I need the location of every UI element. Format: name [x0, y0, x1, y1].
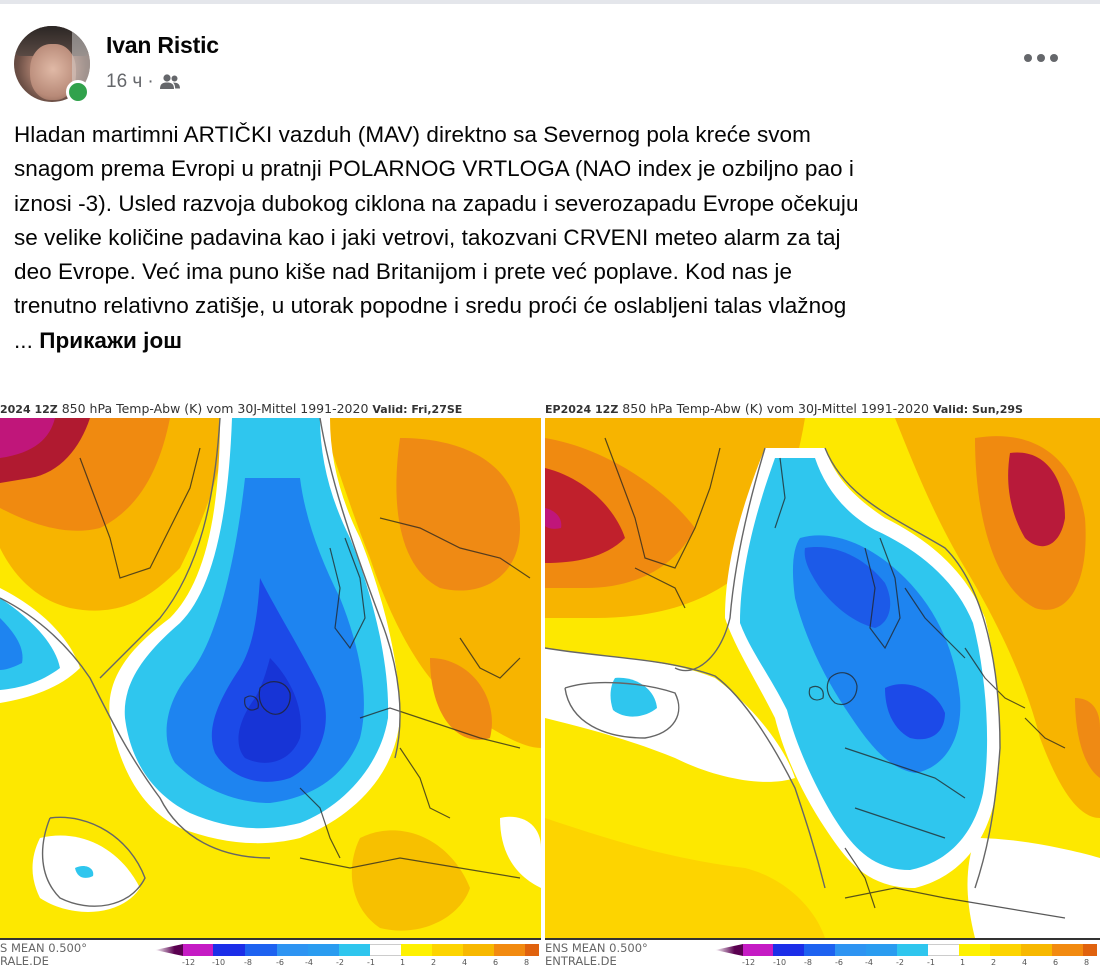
legend-tick: -4: [305, 958, 313, 966]
more-options-icon-dot: [1050, 54, 1058, 62]
ens-info: S MEAN 0.500° RALE.DE: [0, 941, 87, 967]
weather-map-right[interactable]: EP2024 12Z 850 hPa Temp-Abw (K) vom 30J-…: [545, 400, 1100, 966]
map-title: 850 hPa Temp-Abw (K) vom 30J-Mittel 1991…: [57, 401, 373, 416]
map-valid: Valid: Sun,29S: [932, 403, 1023, 416]
legend-swatch: [773, 944, 804, 956]
legend-tick: -8: [804, 958, 812, 966]
temperature-anomaly-field: [0, 418, 541, 938]
legend-swatch: [463, 944, 494, 956]
legend-swatch: [432, 944, 463, 956]
legend-tick: 8: [1084, 958, 1090, 966]
more-options-icon: [1024, 54, 1032, 62]
legend-swatch: [959, 944, 990, 956]
see-more-link[interactable]: Прикажи још: [39, 327, 183, 353]
legend-tick: 4: [1022, 958, 1028, 966]
color-legend: [715, 944, 1097, 956]
color-legend: [155, 944, 539, 956]
map-header: EP2024 12Z 850 hPa Temp-Abw (K) vom 30J-…: [545, 400, 1100, 418]
author-name[interactable]: Ivan Ristic: [106, 32, 219, 58]
ens-mean-label: S MEAN 0.500°: [0, 941, 87, 955]
legend-swatch: [804, 944, 835, 956]
legend-tick: 8: [524, 958, 530, 966]
legend-swatch: [835, 944, 866, 956]
legend-tick: -2: [336, 958, 344, 966]
more-options-icon-dot: [1037, 54, 1045, 62]
legend-tick: -8: [244, 958, 252, 966]
legend-swatch: [1052, 944, 1083, 956]
legend-swatch: [370, 944, 401, 956]
legend-tick: -6: [276, 958, 284, 966]
legend-tick: 1: [400, 958, 406, 966]
legend-arrow-min: [155, 944, 183, 956]
post-text-line: trenutno relativno zatišje, u utorak pop…: [14, 293, 847, 319]
legend-swatch: [494, 944, 525, 956]
map-footer: S MEAN 0.500° RALE.DE -12 -10 -8 -6 -4: [0, 938, 541, 966]
temperature-anomaly-field: [545, 418, 1100, 938]
legend-tick: 2: [431, 958, 437, 966]
legend-tick: -12: [182, 958, 196, 966]
ens-info: ENS MEAN 0.500° ENTRALE.DE: [545, 941, 648, 967]
post-text-line-last: ... Прикажи још: [14, 324, 1084, 358]
post-meta: 16 ч ·: [106, 71, 181, 93]
meta-separator: ·: [147, 71, 154, 92]
legend-tick: 6: [493, 958, 499, 966]
legend-tick: -2: [896, 958, 904, 966]
map-footer: ENS MEAN 0.500° ENTRALE.DE -12 -10 -8 -6: [545, 938, 1100, 966]
legend-tick: 1: [960, 958, 966, 966]
map-run: 2024 12Z: [0, 403, 58, 416]
ellipsis: ...: [14, 327, 40, 353]
legend-swatch: [213, 944, 245, 956]
legend-swatch: [183, 944, 213, 956]
legend-tick: -12: [742, 958, 756, 966]
post-text-line: iznosi -3). Usled razvoja dubokog ciklon…: [14, 190, 859, 216]
legend-swatch: [1021, 944, 1052, 956]
legend-swatch: [525, 944, 539, 956]
legend-tick: 2: [991, 958, 997, 966]
more-options-button[interactable]: [1020, 50, 1062, 66]
friends-icon[interactable]: [159, 73, 181, 91]
legend-tick: -10: [773, 958, 787, 966]
map-run: EP2024 12Z: [545, 403, 619, 416]
legend-swatch: [928, 944, 959, 956]
post-text-line: se velike količine padavina kao i jaki v…: [14, 224, 841, 250]
legend-swatch: [245, 944, 277, 956]
post-text-line: Hladan martimni ARTIČKI vazduh (MAV) dir…: [14, 122, 811, 147]
top-divider: [0, 0, 1100, 4]
legend-tick: -10: [212, 958, 226, 966]
post-images[interactable]: 2024 12Z 850 hPa Temp-Abw (K) vom 30J-Mi…: [0, 400, 1100, 972]
legend-tick: -1: [927, 958, 935, 966]
legend-tick: 4: [462, 958, 468, 966]
legend-swatch: [1083, 944, 1097, 956]
image-divider: [541, 400, 545, 972]
legend-swatch: [401, 944, 432, 956]
legend-tick: -1: [367, 958, 375, 966]
legend-swatch: [277, 944, 308, 956]
legend-arrow-min: [715, 944, 743, 956]
post-text-line: snagom prema Evropi u pratnji POLARNOG V…: [14, 156, 854, 182]
legend-tick: -6: [835, 958, 843, 966]
map-title: 850 hPa Temp-Abw (K) vom 30J-Mittel 1991…: [618, 401, 933, 416]
post-text: Hladan martimni ARTIČKI vazduh (MAV) dir…: [14, 118, 1084, 358]
legend-swatch: [743, 944, 773, 956]
source-label: ENTRALE.DE: [545, 954, 617, 967]
legend-swatch: [897, 944, 928, 956]
map-header: 2024 12Z 850 hPa Temp-Abw (K) vom 30J-Mi…: [0, 400, 541, 418]
post-time[interactable]: 16 ч: [106, 71, 143, 92]
legend-swatch: [308, 944, 339, 956]
legend-tick: -4: [865, 958, 873, 966]
map-valid: Valid: Fri,27SE: [372, 403, 463, 416]
source-label: RALE.DE: [0, 954, 49, 967]
ens-mean-label: ENS MEAN 0.500°: [545, 941, 648, 955]
weather-map-left[interactable]: 2024 12Z 850 hPa Temp-Abw (K) vom 30J-Mi…: [0, 400, 541, 966]
legend-swatch: [866, 944, 897, 956]
legend-swatch: [990, 944, 1021, 956]
legend-swatch: [339, 944, 370, 956]
online-status-dot: [66, 80, 90, 104]
legend-tick: 6: [1053, 958, 1059, 966]
post-text-line: deo Evrope. Već ima puno kiše nad Britan…: [14, 259, 793, 285]
